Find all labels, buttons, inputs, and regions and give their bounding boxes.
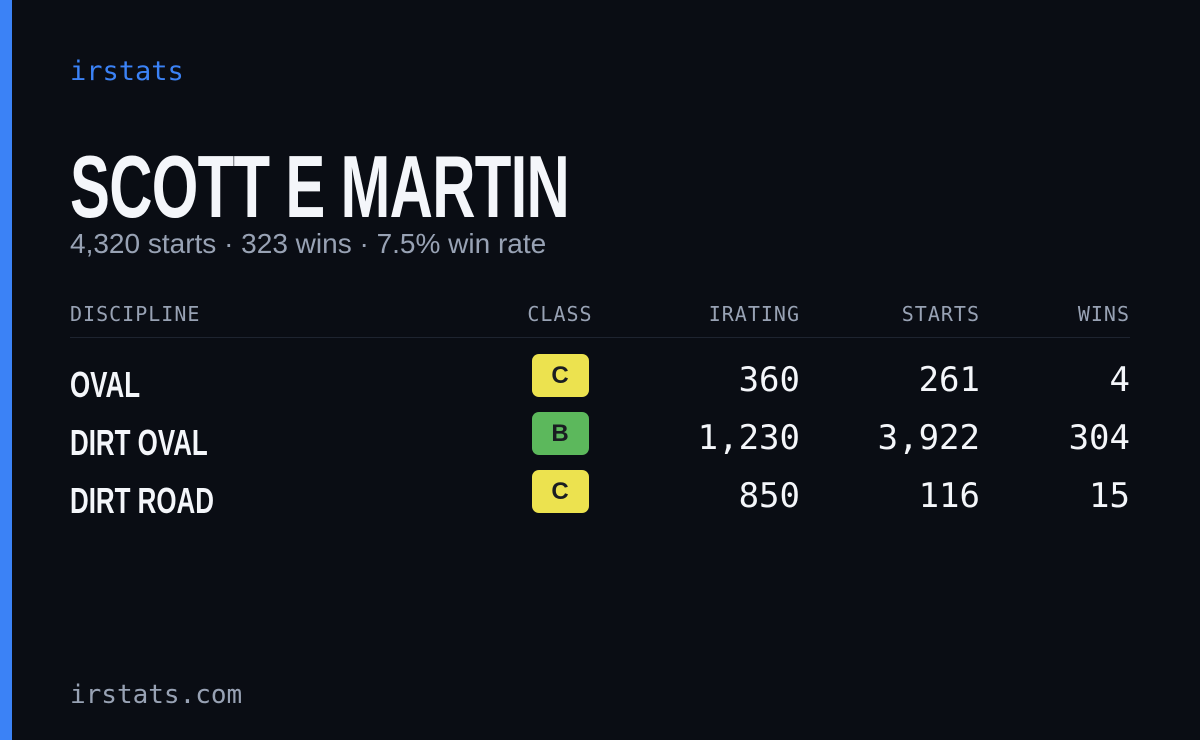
- starts: 3,922: [877, 418, 980, 458]
- class-badge: C: [531, 354, 589, 397]
- driver-summary: 4,320 starts · 323 wins · 7.5% win rate: [70, 228, 547, 259]
- driver-name: SCOTT E MARTIN: [70, 137, 570, 236]
- starts: 261: [918, 360, 980, 400]
- irating: 1,230: [697, 418, 800, 458]
- discipline: OVAL: [70, 364, 141, 405]
- column-header: STARTS: [901, 302, 980, 326]
- brand: irstats: [70, 56, 184, 87]
- irating: 850: [738, 476, 800, 516]
- column-header: CLASS: [527, 302, 593, 326]
- wins: 15: [1089, 476, 1130, 516]
- class-badge: C: [531, 470, 589, 513]
- class-badge: B: [531, 412, 589, 455]
- column-header: DISCIPLINE: [70, 302, 201, 326]
- column-header: WINS: [1077, 302, 1130, 326]
- discipline: DIRT OVAL: [70, 422, 208, 463]
- wins: 304: [1068, 418, 1130, 458]
- accent-bar: [0, 0, 12, 740]
- irating: 360: [738, 360, 800, 400]
- starts: 116: [918, 476, 980, 516]
- footer: irstats.com: [70, 680, 243, 710]
- wins: 4: [1109, 360, 1130, 400]
- discipline: DIRT ROAD: [70, 480, 214, 521]
- header-rule: [70, 337, 1130, 338]
- column-header: IRATING: [708, 302, 800, 326]
